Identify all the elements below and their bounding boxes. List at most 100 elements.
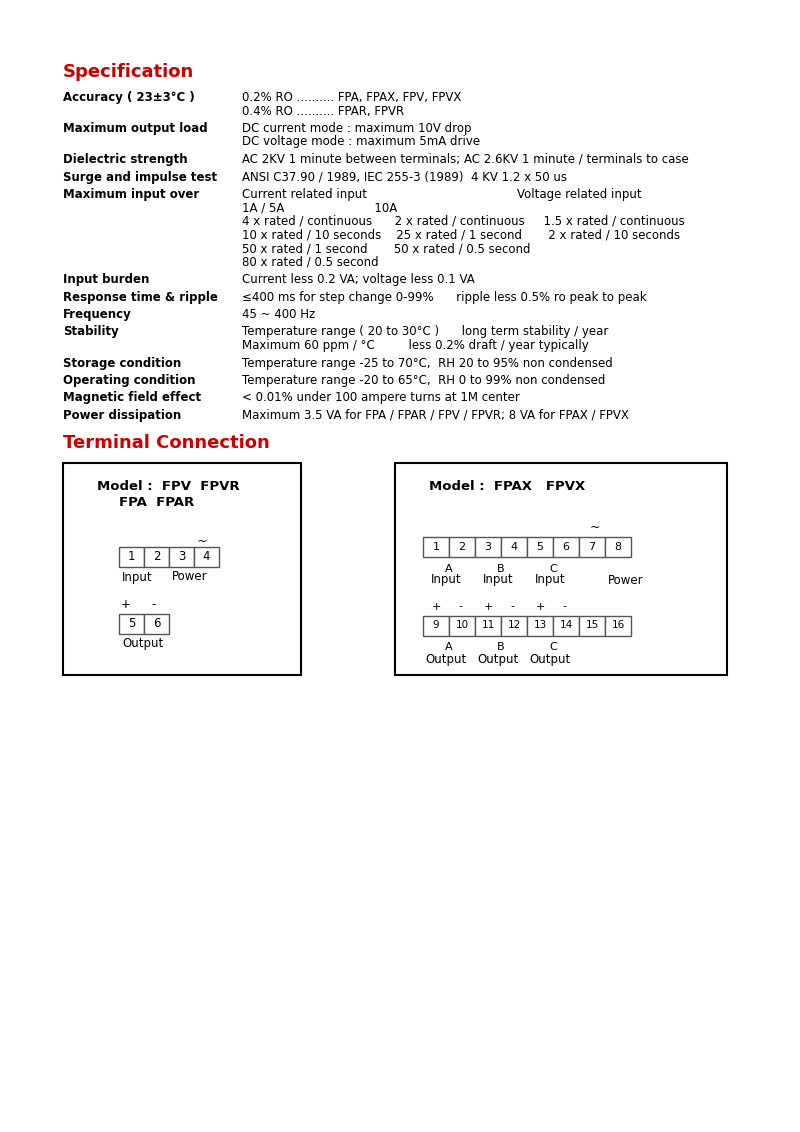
Text: +: + — [536, 601, 546, 611]
Text: A: A — [445, 564, 453, 574]
Text: Model :  FPV  FPVR: Model : FPV FPVR — [97, 480, 240, 494]
Text: Frequency: Frequency — [63, 308, 132, 321]
Bar — [449, 537, 475, 557]
Text: Output: Output — [530, 652, 571, 666]
Text: Input: Input — [483, 574, 514, 586]
Text: 80 x rated / 0.5 second: 80 x rated / 0.5 second — [242, 256, 378, 268]
Text: Input: Input — [430, 574, 462, 586]
Text: Response time & ripple: Response time & ripple — [63, 291, 218, 303]
Text: Operating condition: Operating condition — [63, 374, 195, 387]
Text: 14: 14 — [559, 620, 573, 631]
Bar — [553, 616, 579, 635]
Text: 4 x rated / continuous      2 x rated / continuous     1.5 x rated / continuous: 4 x rated / continuous 2 x rated / conti… — [242, 215, 685, 228]
Bar — [475, 616, 501, 635]
Text: Power: Power — [172, 571, 208, 583]
Text: 45 ~ 400 Hz: 45 ~ 400 Hz — [242, 308, 315, 321]
Text: Power dissipation: Power dissipation — [63, 409, 182, 422]
Bar — [194, 547, 219, 566]
Text: DC current mode : maximum 10V drop: DC current mode : maximum 10V drop — [242, 122, 471, 135]
Text: -: - — [151, 599, 155, 611]
Text: 2: 2 — [458, 541, 466, 551]
Text: 4: 4 — [202, 550, 210, 563]
Text: +: + — [484, 601, 494, 611]
Text: Output: Output — [426, 652, 467, 666]
Text: Model :  FPAX   FPVX: Model : FPAX FPVX — [429, 480, 586, 494]
Bar — [63, 463, 301, 675]
Text: Input: Input — [122, 571, 153, 583]
Text: 6: 6 — [562, 541, 570, 551]
Text: 12: 12 — [507, 620, 521, 631]
Text: Maximum input over: Maximum input over — [63, 188, 199, 201]
Text: -: - — [458, 601, 462, 611]
Text: Output: Output — [122, 637, 163, 651]
Bar — [501, 616, 527, 635]
Bar — [553, 537, 579, 557]
Text: B: B — [497, 643, 505, 652]
Bar — [395, 463, 727, 675]
Text: ≤400 ms for step change 0-99%      ripple less 0.5% ro peak to peak: ≤400 ms for step change 0-99% ripple les… — [242, 291, 646, 303]
Bar — [527, 616, 553, 635]
Text: 4: 4 — [510, 541, 518, 551]
Text: Temperature range -20 to 65°C,  RH 0 to 99% non condensed: Temperature range -20 to 65°C, RH 0 to 9… — [242, 374, 606, 387]
Text: Magnetic field effect: Magnetic field effect — [63, 392, 201, 404]
Bar — [119, 547, 144, 566]
Text: 6: 6 — [153, 617, 160, 631]
Text: Terminal Connection: Terminal Connection — [63, 435, 270, 453]
Bar — [449, 616, 475, 635]
Text: 3: 3 — [178, 550, 185, 563]
Text: 0.2% RO .......... FPA, FPAX, FPV, FPVX: 0.2% RO .......... FPA, FPAX, FPV, FPVX — [242, 91, 462, 104]
Text: Accuracy ( 23±3°C ): Accuracy ( 23±3°C ) — [63, 91, 194, 104]
Bar — [169, 547, 194, 566]
Text: Temperature range -25 to 70°C,  RH 20 to 95% non condensed: Temperature range -25 to 70°C, RH 20 to … — [242, 357, 613, 369]
Text: +: + — [121, 599, 131, 611]
Text: < 0.01% under 100 ampere turns at 1M center: < 0.01% under 100 ampere turns at 1M cen… — [242, 392, 520, 404]
Bar — [579, 537, 605, 557]
Text: Dielectric strength: Dielectric strength — [63, 153, 188, 166]
Text: 15: 15 — [586, 620, 598, 631]
Text: Input burden: Input burden — [63, 273, 150, 286]
Text: DC voltage mode : maximum 5mA drive: DC voltage mode : maximum 5mA drive — [242, 136, 480, 148]
Text: Storage condition: Storage condition — [63, 357, 182, 369]
Text: 5: 5 — [128, 617, 135, 631]
Text: 5: 5 — [537, 541, 543, 551]
Text: 16: 16 — [611, 620, 625, 631]
Bar — [605, 616, 631, 635]
Text: Temperature range ( 20 to 30°C )      long term stability / year: Temperature range ( 20 to 30°C ) long te… — [242, 326, 608, 338]
Text: ~: ~ — [197, 534, 207, 548]
Text: 8: 8 — [614, 541, 622, 551]
Text: -: - — [510, 601, 514, 611]
Text: C: C — [549, 564, 557, 574]
Bar — [144, 614, 169, 634]
Bar — [423, 616, 449, 635]
Bar — [527, 537, 553, 557]
Text: A: A — [445, 643, 453, 652]
Text: C: C — [549, 643, 557, 652]
Text: Stability: Stability — [63, 326, 118, 338]
Text: 1A / 5A                        10A: 1A / 5A 10A — [242, 201, 398, 214]
Bar — [144, 547, 169, 566]
Text: Maximum 60 ppm / °C         less 0.2% draft / year typically: Maximum 60 ppm / °C less 0.2% draft / ye… — [242, 338, 589, 352]
Text: Maximum 3.5 VA for FPA / FPAR / FPV / FPVR; 8 VA for FPAX / FPVX: Maximum 3.5 VA for FPA / FPAR / FPV / FP… — [242, 409, 629, 422]
Bar — [501, 537, 527, 557]
Bar — [119, 614, 144, 634]
Text: Surge and impulse test: Surge and impulse test — [63, 171, 217, 183]
Text: 9: 9 — [433, 620, 439, 631]
Text: Current less 0.2 VA; voltage less 0.1 VA: Current less 0.2 VA; voltage less 0.1 VA — [242, 273, 474, 286]
Text: Specification: Specification — [63, 63, 194, 82]
Text: Input: Input — [534, 574, 566, 586]
Text: 50 x rated / 1 second       50 x rated / 0.5 second: 50 x rated / 1 second 50 x rated / 0.5 s… — [242, 242, 530, 255]
Text: 11: 11 — [482, 620, 494, 631]
Text: 10: 10 — [455, 620, 469, 631]
Text: ~: ~ — [590, 521, 600, 533]
Text: ANSI C37.90 / 1989, IEC 255-3 (1989)  4 KV 1.2 x 50 us: ANSI C37.90 / 1989, IEC 255-3 (1989) 4 K… — [242, 171, 567, 183]
Text: -: - — [562, 601, 566, 611]
Text: 7: 7 — [589, 541, 595, 551]
Text: 13: 13 — [534, 620, 546, 631]
Bar — [579, 616, 605, 635]
Text: Output: Output — [478, 652, 519, 666]
Text: FPA  FPAR: FPA FPAR — [119, 497, 194, 509]
Text: +: + — [432, 601, 442, 611]
Bar — [423, 537, 449, 557]
Text: Current related input                                        Voltage related inp: Current related input Voltage related in… — [242, 188, 642, 201]
Text: 1: 1 — [433, 541, 439, 551]
